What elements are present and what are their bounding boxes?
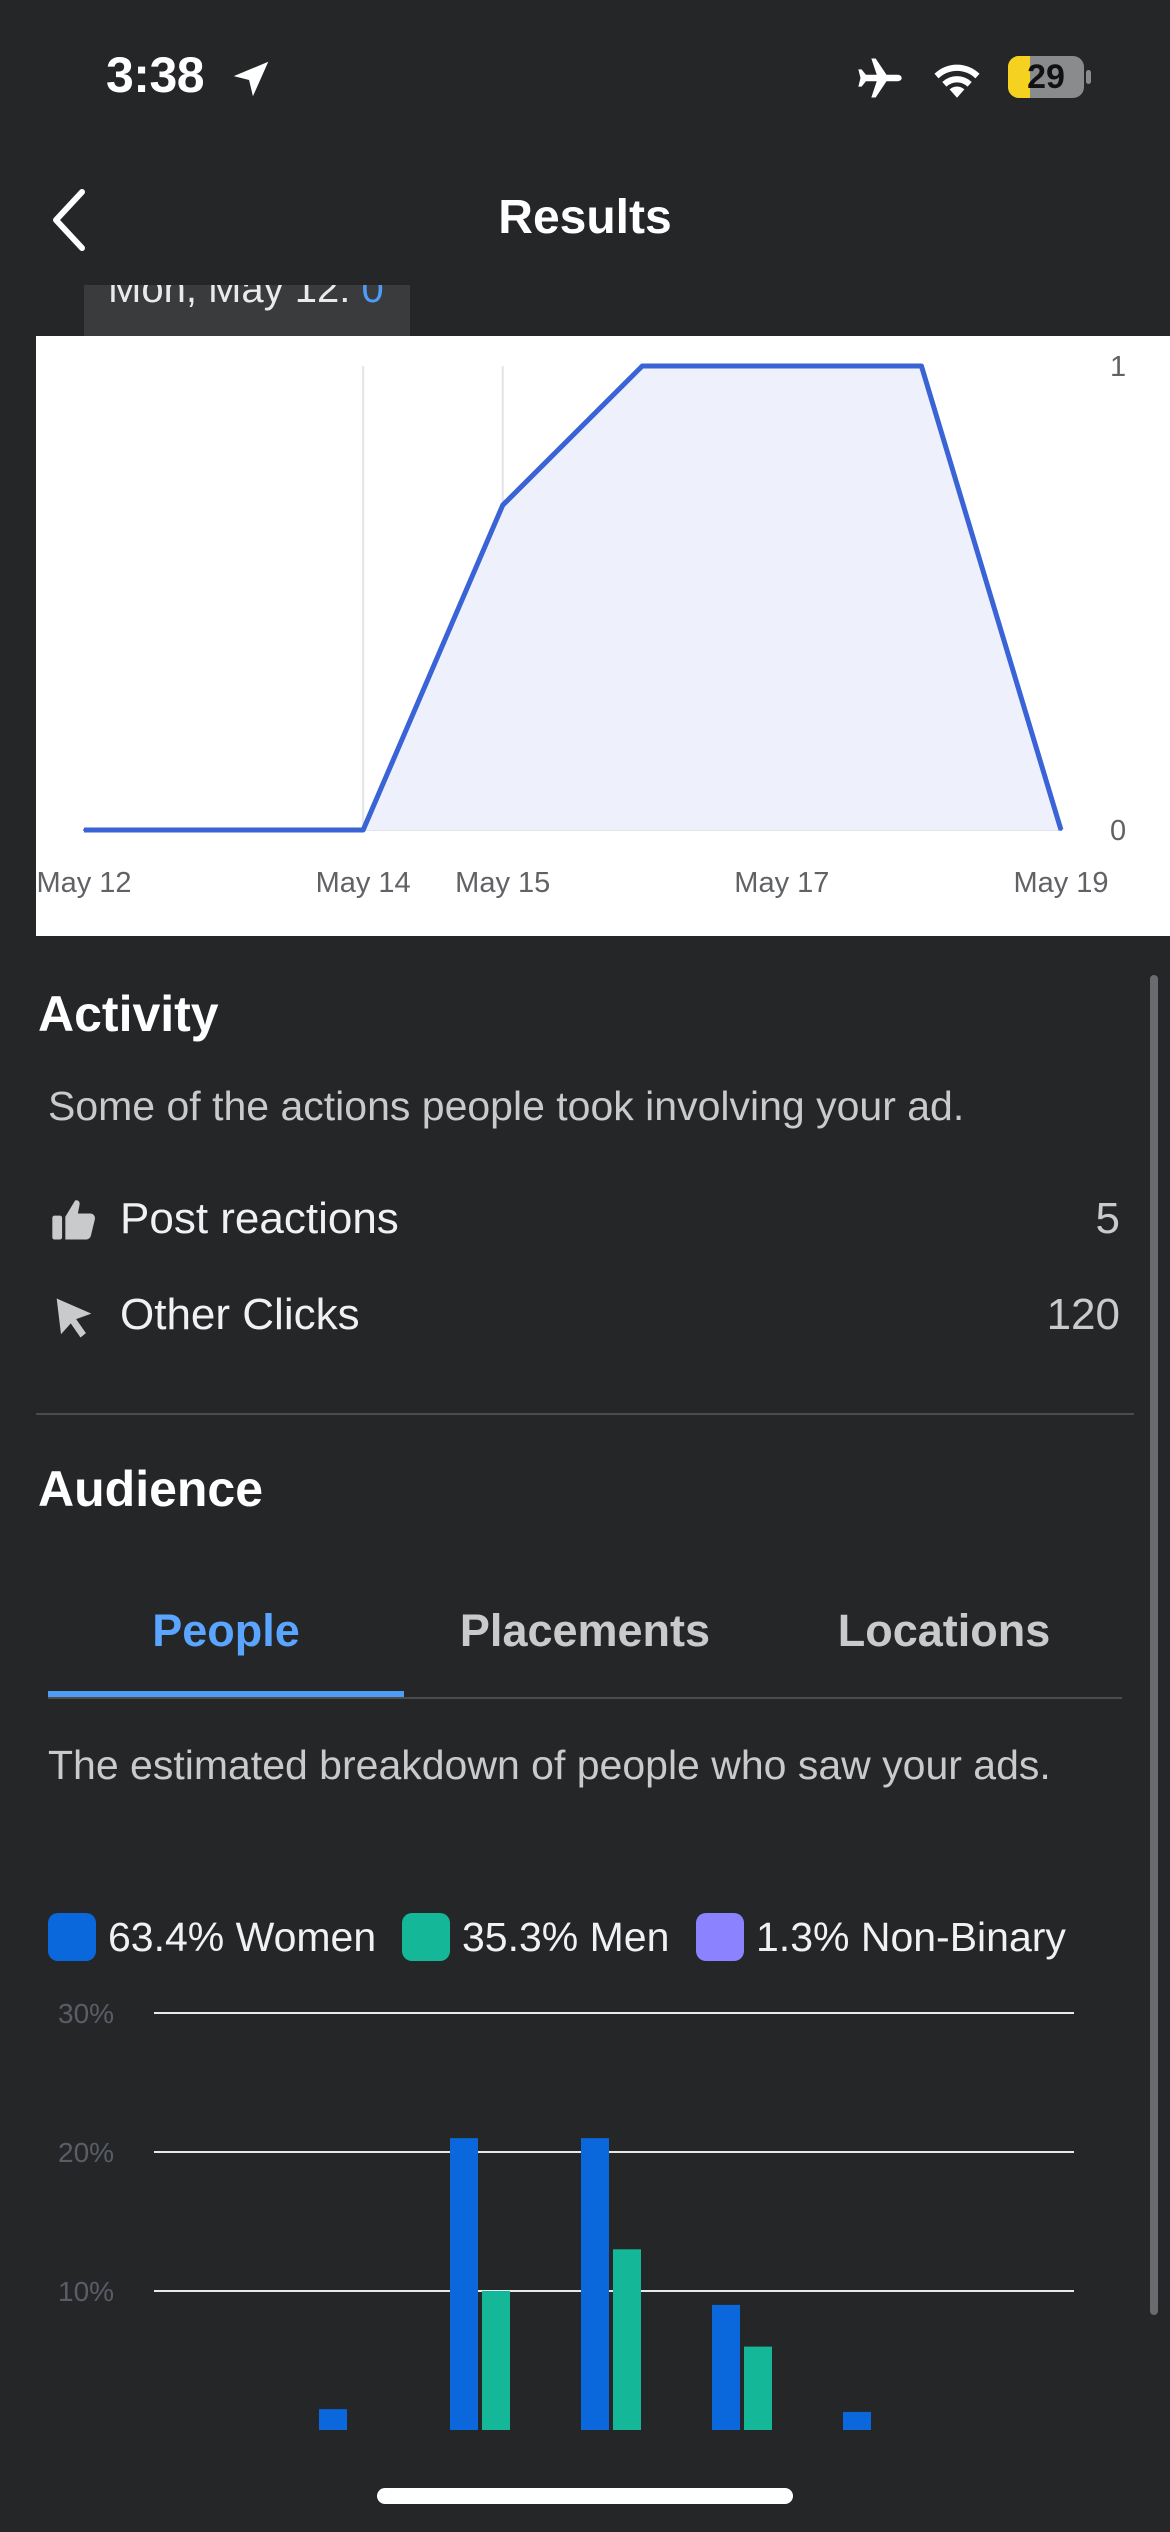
series-line [84,363,1064,833]
chart-tooltip: Mon, May 12: 0 [84,285,410,337]
tooltip-label: Mon, May 12: [108,285,362,311]
wifi-icon [934,64,980,98]
tabs-divider [48,1697,1122,1699]
cursor-click-icon [56,1298,92,1338]
data-point [780,365,783,367]
back-button[interactable] [36,180,106,260]
bar-women [319,2409,347,2430]
post-reactions-label: Post reactions [120,1194,399,1243]
y-tick-label: 0 [1110,815,1126,847]
chevron-left-icon [53,189,85,251]
home-indicator[interactable] [377,2488,793,2504]
results-line-chart[interactable]: May 12 May 14 May 15 May 17 May 19 1 0 [36,336,1170,936]
audience-bar-chart: 30% 20% 10% [58,1998,1074,2430]
legend-non-binary-label: 1.3% Non-Binary [756,1914,1066,1960]
data-point [222,829,225,831]
tab-placements[interactable]: Placements [459,1605,711,1656]
area-fill [84,366,1061,830]
data-point [83,829,85,831]
x-tick-label: May 12 [36,867,131,899]
activity-description: Some of the actions people took involvin… [48,1083,965,1129]
activity-title: Activity [38,986,219,1042]
data-point [501,504,504,507]
status-time: 3:38 [106,47,205,103]
legend-women-label: 63.4% Women [108,1914,377,1960]
battery-icon: 29 [1008,56,1092,98]
scrollbar[interactable] [1150,975,1158,2315]
other-clicks-value: 120 [1046,1290,1120,1339]
legend-women-swatch [48,1913,96,1961]
legend-non-binary-swatch [696,1913,744,1961]
section-divider [36,1413,1134,1415]
x-tick-label: May 17 [734,867,829,899]
post-reactions-value: 5 [1095,1194,1120,1243]
data-point [1060,829,1062,831]
tab-locations[interactable]: Locations [837,1605,1051,1656]
audience-description: The estimated breakdown of people who sa… [48,1742,1051,1788]
bar-women [843,2411,871,2430]
legend-men-swatch [402,1913,450,1961]
x-tick-label: May 14 [316,867,411,899]
thumbs-up-icon [52,1200,95,1240]
tooltip-value: 0 [361,285,384,311]
tab-active-indicator [48,1691,404,1697]
data-point [920,365,923,367]
bar-men [744,2346,772,2430]
y-tick-label: 1 [1110,351,1126,383]
tab-people[interactable]: People [152,1605,300,1656]
data-point [362,829,365,831]
y-tick-label: 30% [58,1998,114,2029]
legend-men-label: 35.3% Men [462,1914,670,1960]
location-arrow-icon [233,61,269,97]
other-clicks-label: Other Clicks [120,1290,360,1339]
bar-men [613,2249,641,2430]
y-tick-label: 20% [58,2137,114,2168]
audience-title: Audience [38,1461,264,1517]
bar-women [712,2304,740,2430]
page-title: Results [498,191,672,244]
bar-men [482,2291,510,2430]
bar-women [581,2138,609,2430]
airplane-icon [858,58,902,98]
y-tick-label: 10% [58,2276,114,2307]
x-tick-label: May 19 [1013,867,1108,899]
x-tick-label: May 15 [455,867,550,899]
data-point [641,365,644,367]
battery-level: 29 [1027,58,1065,96]
bar-women [450,2138,478,2430]
